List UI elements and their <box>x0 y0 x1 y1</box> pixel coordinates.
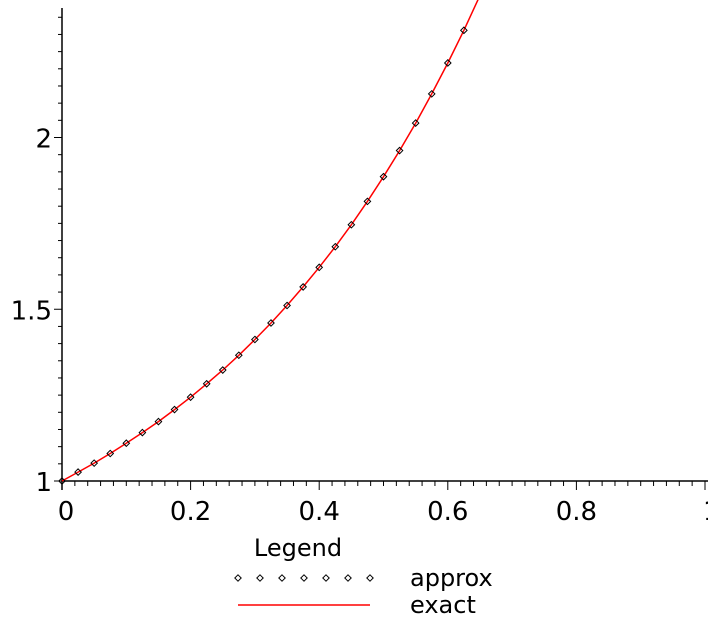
data-point-approx <box>250 335 259 344</box>
data-point-approx <box>443 59 452 67</box>
series-line-exact <box>61 0 479 482</box>
data-point-approx <box>379 172 388 181</box>
x-tick-label: 0 <box>58 497 75 527</box>
y-tick-label: 1.5 <box>11 296 52 326</box>
legend-marker-approx <box>344 574 352 582</box>
data-point-approx <box>186 393 195 402</box>
data-point-approx <box>267 319 275 327</box>
data-point-approx <box>363 197 372 206</box>
legend-marker-approx <box>256 574 264 582</box>
legend-marker-approx <box>322 574 330 582</box>
data-point-approx <box>90 459 99 468</box>
y-tick-label: 1 <box>35 468 52 498</box>
x-tick-label: 0.8 <box>556 497 597 527</box>
data-point-approx <box>459 26 468 35</box>
data-point-approx <box>283 301 291 310</box>
y-axis-ticks: 11.522.533.5 <box>11 16 62 498</box>
legend-label-approx: approx <box>410 564 493 592</box>
data-point-approx <box>202 379 211 388</box>
legend-label-exact: exact <box>410 591 476 619</box>
data-point-approx <box>74 468 82 476</box>
data-point-approx <box>106 449 115 458</box>
x-tick-label: 0.4 <box>299 497 340 527</box>
data-point-approx <box>331 242 340 251</box>
data-point-approx <box>218 366 227 374</box>
data-point-approx <box>411 119 420 127</box>
legend-marker-approx <box>278 574 286 582</box>
data-point-approx <box>347 220 356 229</box>
x-axis-ticks: 0 0.2 0.4 0.6 0.8 1 <box>58 481 708 527</box>
data-point-approx <box>395 146 404 155</box>
x-tick-label: 0.2 <box>170 497 211 527</box>
data-point-approx <box>315 263 324 272</box>
data-point-approx <box>427 89 436 98</box>
data-point-approx <box>170 405 179 414</box>
data-point-approx <box>122 439 131 448</box>
data-point-approx <box>58 477 66 485</box>
x-tick-label: 1 <box>703 497 708 527</box>
x-tick-label: 0.6 <box>427 497 468 527</box>
data-point-approx <box>138 428 147 437</box>
series-layer <box>58 0 479 485</box>
legend-marker-approx <box>234 574 242 582</box>
legend-marker-approx <box>366 574 374 582</box>
axes <box>61 8 708 490</box>
y-tick-label: 2 <box>35 125 52 155</box>
legend-title: Legend <box>254 534 342 562</box>
data-point-approx <box>234 351 243 360</box>
legend-marker-approx <box>300 574 308 582</box>
data-point-approx <box>154 417 163 426</box>
data-point-approx <box>299 283 308 291</box>
